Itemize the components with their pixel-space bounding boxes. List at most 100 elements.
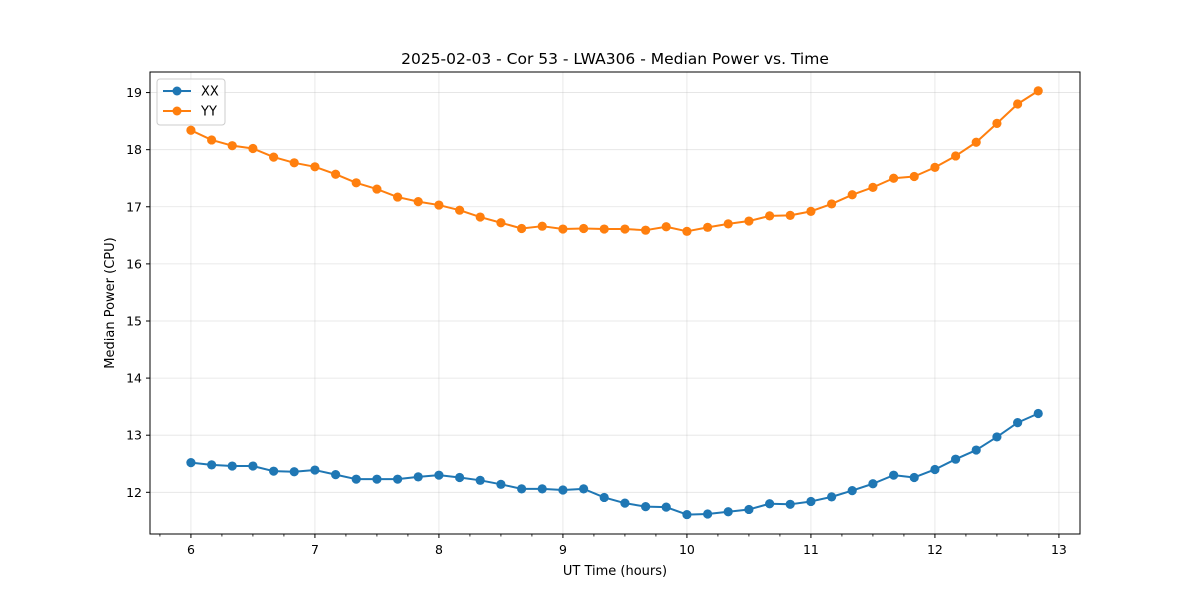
data-point-yy (971, 137, 981, 147)
data-point-xx (806, 496, 816, 507)
data-point-yy (372, 184, 382, 194)
data-point-xx (868, 479, 878, 489)
data-point-yy (1033, 86, 1043, 96)
x-axis-ticks: 6 7 8 9 10 11 12 13 (159, 534, 1067, 557)
data-point-xx (661, 502, 671, 512)
data-point-yy (868, 182, 878, 192)
y-axis-label: Median Power (CPU) (103, 237, 118, 368)
data-point-xx (682, 509, 692, 520)
data-point-xx (951, 454, 961, 464)
x-tick-label: 13 (1051, 542, 1067, 557)
data-point-xx (434, 470, 444, 480)
x-tick-label: 6 (187, 542, 195, 557)
data-point-yy (744, 216, 754, 226)
y-tick-label: 12 (126, 485, 142, 500)
x-tick-label: 12 (927, 542, 943, 557)
data-point-yy (331, 169, 341, 179)
data-point-yy (661, 222, 671, 232)
data-point-yy (517, 223, 527, 234)
data-point-xx (889, 470, 899, 480)
data-point-xx (269, 466, 279, 476)
data-point-xx (827, 492, 837, 502)
data-point-xx (620, 498, 630, 508)
data-point-yy (455, 205, 465, 215)
data-point-xx (744, 504, 754, 515)
x-tick-label: 7 (311, 542, 319, 557)
data-point-xx (785, 499, 795, 509)
data-point-yy (703, 222, 713, 232)
data-point-yy (889, 173, 899, 183)
legend: XX YY (156, 78, 226, 126)
data-point-xx (372, 474, 382, 484)
data-point-yy (537, 221, 547, 231)
data-point-xx (703, 509, 713, 519)
x-tick-label: 9 (559, 542, 567, 557)
data-point-yy (785, 210, 795, 220)
x-tick-label: 8 (435, 542, 443, 557)
data-point-xx (971, 445, 981, 455)
data-point-yy (248, 143, 258, 154)
data-point-xx (930, 464, 940, 475)
data-point-xx (331, 470, 341, 480)
plot-frame (149, 71, 1081, 535)
data-point-xx (537, 484, 547, 494)
data-point-yy (475, 212, 485, 222)
data-point-xx (475, 475, 485, 485)
data-point-yy (620, 224, 630, 234)
data-point-xx (186, 458, 196, 468)
data-point-yy (641, 225, 651, 235)
data-point-xx (455, 472, 465, 483)
data-point-yy (434, 200, 444, 210)
data-point-yy (351, 178, 361, 188)
data-point-xx (599, 492, 609, 503)
data-point-yy (909, 171, 919, 182)
y-tick-label: 18 (126, 142, 142, 157)
data-point-xx (517, 484, 527, 494)
x-axis-label: UT Time (hours) (563, 564, 667, 579)
data-point-yy (310, 162, 320, 172)
data-point-yy (827, 199, 837, 209)
data-point-xx (351, 474, 361, 484)
y-tick-label: 17 (126, 199, 142, 214)
data-point-yy (930, 162, 940, 172)
data-point-xx (207, 460, 217, 470)
data-point-xx (393, 474, 403, 484)
data-point-yy (992, 118, 1002, 128)
legend-label-yy: YY (200, 105, 217, 120)
data-point-xx (558, 485, 568, 495)
data-point-xx (248, 461, 258, 471)
data-point-yy (496, 218, 506, 228)
y-tick-label: 19 (126, 85, 142, 100)
x-tick-label: 10 (679, 542, 695, 557)
data-point-yy (413, 197, 423, 207)
data-point-xx (1013, 418, 1023, 428)
data-point-yy (207, 135, 217, 145)
data-point-yy (806, 206, 816, 216)
y-tick-label: 16 (126, 256, 142, 271)
data-point-yy (393, 192, 403, 202)
data-point-xx (496, 479, 506, 489)
data-point-yy (599, 224, 609, 234)
y-tick-label: 15 (126, 313, 142, 328)
data-point-xx (723, 507, 733, 517)
data-point-xx (310, 465, 320, 475)
data-point-xx (227, 461, 237, 471)
x-tick-label: 11 (803, 542, 819, 557)
data-point-yy (186, 125, 196, 135)
data-point-xx (641, 501, 651, 512)
data-point-yy (765, 211, 775, 221)
data-point-xx (289, 467, 299, 477)
data-point-xx (579, 484, 589, 494)
data-point-yy (847, 190, 857, 200)
data-point-yy (289, 158, 299, 168)
data-point-xx (909, 472, 919, 483)
data-point-yy (579, 223, 589, 234)
data-point-yy (269, 152, 279, 162)
series-xx (186, 408, 1043, 520)
data-point-yy (227, 141, 237, 151)
legend-marker-yy (172, 106, 182, 116)
data-point-xx (1033, 408, 1043, 419)
data-point-yy (723, 219, 733, 229)
y-tick-label: 13 (126, 428, 142, 443)
